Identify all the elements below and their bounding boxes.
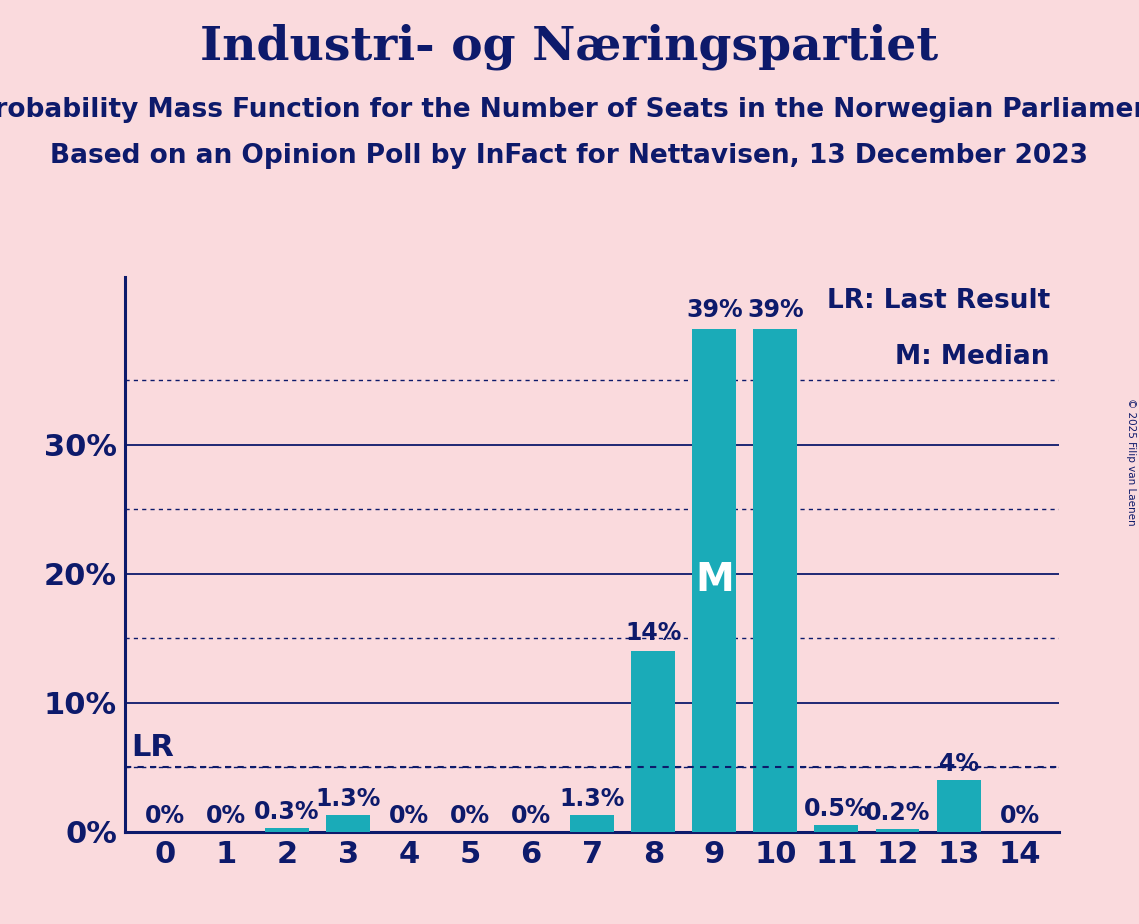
Bar [814,825,859,832]
Bar [631,651,675,832]
Bar [753,329,797,832]
Bar [876,829,919,832]
Text: 14%: 14% [625,621,681,645]
Text: 0.2%: 0.2% [865,801,931,825]
Text: Based on an Opinion Poll by InFact for Nettavisen, 13 December 2023: Based on an Opinion Poll by InFact for N… [50,143,1089,169]
Text: 39%: 39% [747,298,804,322]
Text: 0.3%: 0.3% [254,800,320,824]
Text: 0%: 0% [511,804,551,828]
Text: 4%: 4% [939,752,978,776]
Text: 0%: 0% [145,804,185,828]
Bar [571,815,614,832]
Text: 39%: 39% [686,298,743,322]
Bar [265,828,309,832]
Text: 0%: 0% [390,804,429,828]
Bar [936,780,981,832]
Text: Industri- og Næringspartiet: Industri- og Næringspartiet [200,23,939,69]
Text: 0.5%: 0.5% [804,797,869,821]
Text: © 2025 Filip van Laenen: © 2025 Filip van Laenen [1126,398,1136,526]
Text: Probability Mass Function for the Number of Seats in the Norwegian Parliament: Probability Mass Function for the Number… [0,97,1139,123]
Text: M: Median: M: Median [895,344,1050,370]
Bar [693,329,736,832]
Text: 0%: 0% [206,804,246,828]
Text: LR: Last Result: LR: Last Result [827,288,1050,314]
Text: M: M [695,561,734,599]
Text: 1.3%: 1.3% [559,787,625,811]
Text: 0%: 0% [450,804,490,828]
Bar [326,815,370,832]
Text: 1.3%: 1.3% [316,787,380,811]
Text: 0%: 0% [1000,804,1040,828]
Text: LR: LR [131,733,174,762]
